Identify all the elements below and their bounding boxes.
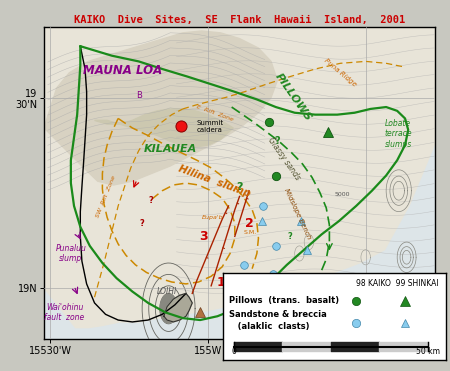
Text: Puna Ridge: Puna Ridge (323, 58, 358, 88)
Text: Midslope Bench: Midslope Bench (284, 187, 312, 240)
Text: ?: ? (236, 182, 243, 192)
Text: ?: ? (288, 232, 292, 241)
Text: Summit
caldera: Summit caldera (197, 119, 224, 132)
Text: 1: 1 (216, 276, 225, 289)
Text: S.M.: S.M. (244, 230, 257, 235)
Text: Eupa'b: Eupa'b (202, 215, 224, 220)
Text: B: B (136, 91, 142, 100)
Text: 2: 2 (245, 217, 253, 230)
Text: 0: 0 (231, 347, 236, 357)
Text: Transverse
boundary: Transverse boundary (234, 312, 276, 332)
Text: 5000: 5000 (334, 192, 350, 197)
Text: Hilina  slump: Hilina slump (177, 164, 252, 199)
Polygon shape (44, 27, 435, 328)
Text: 3: 3 (199, 230, 207, 243)
Text: E  Rift  Zone: E Rift Zone (195, 104, 234, 122)
Text: PILLOWS: PILLOWS (273, 72, 313, 123)
Text: Pillows  (trans.  basalt): Pillows (trans. basalt) (230, 296, 340, 305)
Text: ?: ? (149, 196, 153, 205)
Text: SW  Rift  Zone: SW Rift Zone (95, 175, 116, 218)
Text: Lobate
terrace
slumps: Lobate terrace slumps (385, 119, 412, 148)
Text: B': B' (324, 289, 332, 298)
Text: 98 KAIKO  99 SHINKAI: 98 KAIKO 99 SHINKAI (356, 279, 439, 288)
Text: 50 km: 50 km (416, 347, 440, 357)
Text: KILAUEA: KILAUEA (144, 144, 197, 154)
Title: KAIKO  Dive  Sites,  SE  Flank  Hawaii  Island,  2001: KAIKO Dive Sites, SE Flank Hawaii Island… (74, 15, 405, 25)
Text: ?: ? (274, 136, 280, 146)
Text: Punaluu
slump: Punaluu slump (55, 244, 86, 263)
Text: MAUNA LOA: MAUNA LOA (83, 65, 162, 78)
Text: ?: ? (140, 219, 144, 227)
Text: Wai'ohinu
fault  zone: Wai'ohinu fault zone (45, 303, 85, 322)
Text: (alaklic  clasts): (alaklic clasts) (230, 322, 310, 331)
Polygon shape (94, 109, 233, 147)
Polygon shape (160, 294, 177, 323)
Polygon shape (44, 27, 277, 185)
Text: LOIHI: LOIHI (157, 287, 177, 296)
Text: Sandstone & breccia: Sandstone & breccia (230, 310, 327, 319)
Polygon shape (164, 293, 192, 322)
Text: Glassy sands: Glassy sands (266, 135, 302, 181)
